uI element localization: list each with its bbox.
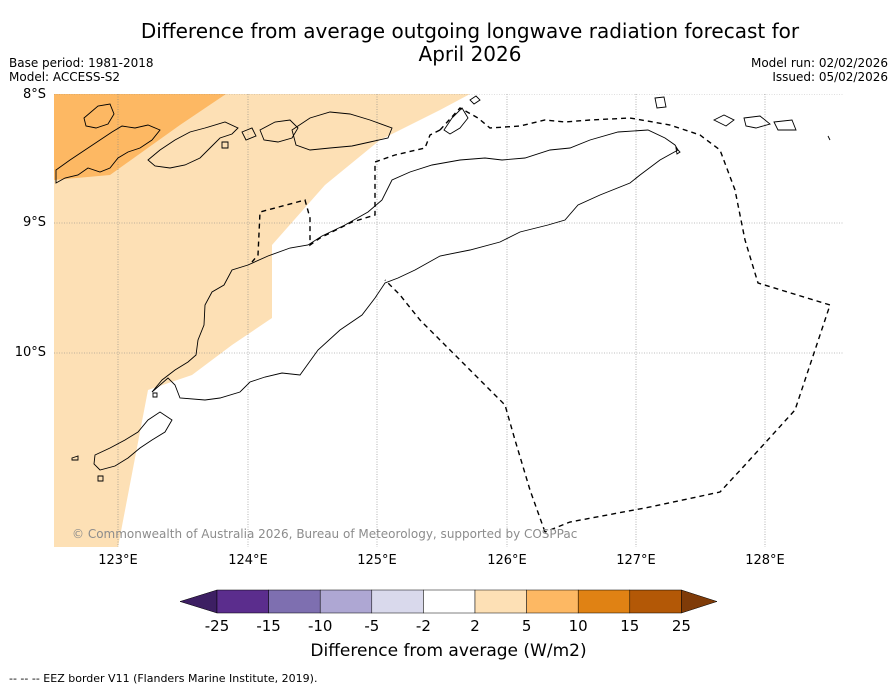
chart-title: Difference from average outgoing longwav… (100, 20, 840, 66)
island-west-1 (83, 103, 115, 129)
wetar-coastline (443, 107, 469, 135)
colorbar-tick: -10 (307, 617, 333, 635)
alor-coastline (291, 111, 393, 151)
coastlines (55, 95, 831, 482)
lon-label-125e: 125°E (357, 553, 397, 568)
model-run: Model run: 02/02/2026 (750, 56, 888, 70)
small-islet-east (675, 146, 681, 155)
colorbar-segment-9 (629, 589, 682, 614)
eez-border-south (384, 279, 546, 533)
title-line-1: Difference from average outgoing longwav… (140, 19, 800, 43)
timor-coastline (151, 129, 679, 401)
colorbar-tick: -15 (256, 617, 281, 635)
flores-coastline (147, 121, 239, 169)
colorbar-tick: 2 (470, 617, 480, 635)
colorbar-segment-2 (268, 589, 321, 614)
colorbar-tick: -25 (204, 617, 230, 635)
colorbar-tick: -2 (415, 617, 431, 635)
rote-coastline (93, 411, 173, 471)
lon-label-124e: 124°E (228, 553, 268, 568)
colorbar-tick: 15 (620, 617, 640, 635)
island-small-1 (241, 127, 257, 141)
title-line-2: April 2026 (418, 42, 522, 66)
gridlines (54, 94, 843, 547)
sumba-coastline (55, 124, 161, 184)
colorbar-segment-5 (423, 589, 476, 614)
lat-label-10s: 10°S (14, 345, 46, 360)
colorbar-segment-1 (216, 589, 269, 614)
lat-label-8s: 8°S (22, 87, 46, 102)
island-small-7 (773, 119, 797, 131)
map-area (54, 94, 843, 547)
lon-label-128e: 128°E (745, 553, 785, 568)
lon-label-123e: 123°E (98, 553, 138, 568)
colorbar-label: Difference from average (W/m2) (310, 641, 587, 661)
issued-date: Issued: 05/02/2026 (772, 70, 888, 84)
model-name: Model: ACCESS-S2 (9, 70, 121, 84)
lat-label-9s: 9°S (22, 215, 46, 230)
colorbar-segment-4 (371, 589, 424, 614)
island-small-10 (97, 475, 104, 482)
lon-label-127e: 127°E (616, 553, 656, 568)
colorbar-segment-8 (577, 589, 631, 614)
colorbar-tick: 25 (671, 617, 691, 635)
island-small-11 (152, 392, 158, 398)
colorbar-arrow-low (179, 589, 218, 614)
island-small-2 (221, 141, 229, 149)
colorbar-tick: 10 (568, 617, 588, 635)
eez-border-north (439, 107, 831, 533)
meta-right: Model run: 02/02/2026 Issued: 05/02/2026 (751, 56, 888, 84)
meta-left: Base period: 1981-2018 Model: ACCESS-S2 (9, 56, 154, 84)
lon-label-126e: 126°E (487, 553, 527, 568)
anomaly-shade-2-to-5 (54, 94, 470, 547)
island-small-8 (827, 135, 831, 141)
anomaly-shade-5-to-10 (54, 94, 226, 180)
base-period: Base period: 1981-2018 (9, 56, 154, 70)
colorbar-segment-3 (319, 589, 373, 614)
island-small-9 (71, 455, 79, 461)
colorbar-segment-7 (526, 589, 579, 614)
colorbar-segment-6 (474, 589, 527, 614)
colorbar-arrow-high (681, 589, 718, 614)
island-small-6 (743, 115, 771, 129)
island-small-5 (712, 114, 735, 127)
eez-footnote: -- -- -- EEZ border V11 (Flanders Marine… (9, 672, 318, 685)
colorbar-tick: 5 (521, 617, 532, 635)
island-small-4 (654, 96, 667, 109)
colorbar-tick: -5 (364, 617, 380, 635)
island-small-3 (469, 95, 481, 105)
copyright-notice: © Commonwealth of Australia 2026, Bureau… (72, 527, 578, 541)
eez-border (251, 107, 831, 533)
island-mid-north (259, 119, 299, 143)
eez-border-west (251, 129, 441, 263)
